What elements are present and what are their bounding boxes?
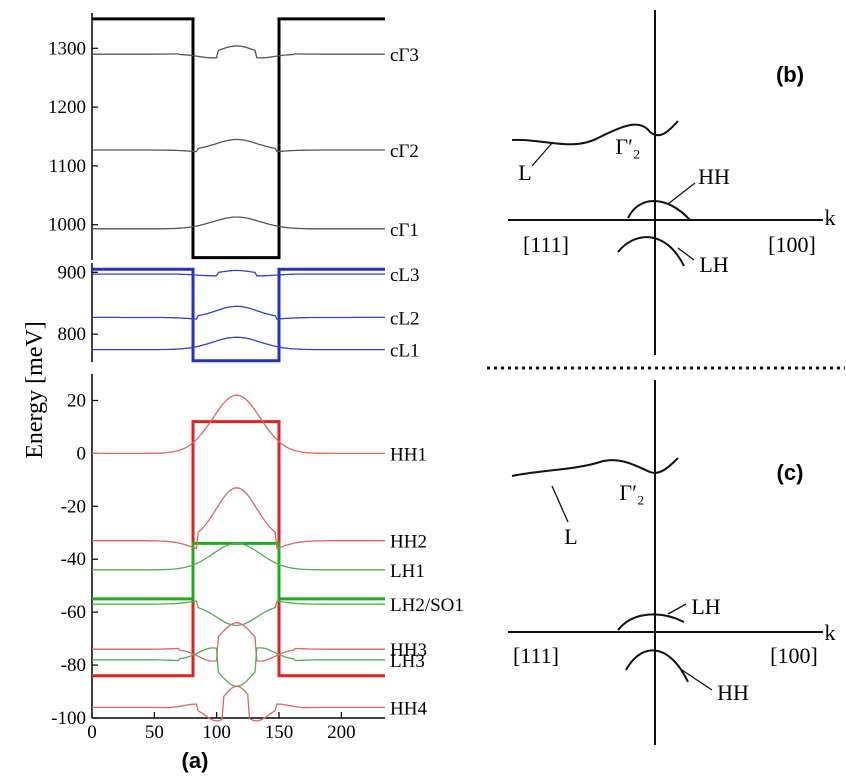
subband-label: LH2/SO1: [390, 595, 464, 616]
k-axis-label-b: k: [825, 205, 836, 230]
y-tick-label: 0: [77, 443, 87, 464]
subband-lh2so1: [92, 600, 385, 627]
label-lh-b: LH: [699, 252, 728, 277]
hh-pointer: [681, 669, 713, 691]
potential-well-lines: [92, 17, 385, 678]
well-line-1: [92, 17, 385, 260]
subband-c1: [92, 216, 385, 230]
label-lh-c: LH: [691, 594, 720, 619]
panel-b-dispersion-diagram: [508, 10, 823, 355]
subband-label: LH1: [390, 561, 425, 582]
well-line-4: [92, 541, 385, 601]
y-axis-label: Energy [meV]: [22, 321, 48, 459]
y-tick-label: 1000: [48, 215, 86, 236]
subband-label: cΓ1: [390, 220, 419, 241]
direction-111-c: [111]: [513, 643, 559, 668]
well-line-3: [92, 420, 385, 678]
hh-pointer: [667, 182, 696, 205]
x-tick-label: 50: [145, 722, 164, 743]
x-tick-label: 0: [87, 722, 97, 743]
chart-tick-labels: 1000110012001300800900200-20-40-60-80-10…: [48, 38, 356, 743]
label-hh-c: HH: [717, 680, 749, 705]
subband-label: HH1: [390, 444, 427, 465]
subband-curves: [92, 45, 385, 722]
subband-label: HH3: [390, 640, 427, 661]
y-tick-label: 20: [67, 390, 86, 411]
subband-label: cΓ3: [390, 45, 419, 66]
subband-lh3: [92, 647, 385, 687]
lh-pointer: [677, 247, 695, 261]
panel-a-energy-chart: Energy [meV] 1000110012001300800900200-2…: [22, 13, 464, 773]
panel-label-a: (a): [182, 748, 209, 773]
y-tick-label: -60: [61, 602, 86, 623]
x-tick-label: 150: [265, 722, 294, 743]
x-tick-label: 100: [202, 722, 231, 743]
y-tick-label: 900: [58, 262, 87, 283]
well-line-2: [92, 267, 385, 363]
subband-hh2: [92, 487, 385, 550]
y-tick-label: 1300: [48, 38, 86, 59]
y-tick-label: -20: [61, 496, 86, 517]
y-tick-label: 800: [58, 324, 87, 345]
direction-111-b: [111]: [523, 232, 569, 257]
subband-cl3: [92, 269, 385, 277]
chart-axes: [91, 13, 385, 719]
label-gamma2-b: Γ′₂: [615, 134, 640, 159]
direction-100-c: [100]: [770, 643, 818, 668]
label-gamma2-c: Γ′₂: [619, 480, 644, 505]
subband-label: cL1: [390, 341, 420, 362]
y-tick-label: 1200: [48, 97, 86, 118]
subband-label: cL2: [390, 308, 420, 329]
l-band-curve: [511, 457, 679, 477]
subband-hh4: [92, 685, 385, 722]
panel-label-b: (b): [776, 62, 804, 87]
subband-cl1: [92, 336, 385, 351]
panel-c-dispersion-diagram: [508, 380, 823, 745]
direction-100-b: [100]: [768, 232, 816, 257]
lh-band-curve: [617, 236, 685, 267]
l-band-curve: [511, 120, 679, 146]
subband-label: HH2: [390, 532, 427, 553]
y-tick-label: -80: [61, 655, 86, 676]
label-l-c: L: [564, 524, 577, 549]
hh-band-curve: [627, 200, 691, 221]
y-tick-label: -40: [61, 549, 86, 570]
subband-cl2: [92, 305, 385, 320]
subband-c3: [92, 45, 385, 59]
panel-label-c: (c): [777, 460, 804, 485]
subband-c2: [92, 138, 385, 153]
x-tick-label: 200: [327, 722, 356, 743]
label-l-b: L: [518, 160, 531, 185]
subband-lh1: [92, 542, 385, 571]
subband-hh3: [92, 622, 385, 662]
lh-pointer: [667, 603, 687, 615]
label-hh-b: HH: [698, 164, 730, 189]
subband-label: LH3: [390, 651, 425, 672]
subband-label: cL3: [390, 265, 420, 286]
subband-label: cΓ2: [390, 141, 419, 162]
hh-band-curve: [625, 649, 689, 683]
l-pointer: [531, 141, 554, 167]
y-tick-label: 1100: [49, 156, 86, 177]
l-pointer: [551, 485, 569, 523]
k-axis-label-c: k: [825, 620, 836, 645]
y-tick-label: -100: [51, 708, 86, 729]
subband-labels: cΓ3 cΓ2 cΓ1 cL3 cL2 cL1 HH1 HH2 LH1 LH2/SO1 HH3LH3…: [390, 45, 464, 719]
lh-band-curve: [617, 613, 685, 631]
subband-label: HH4: [390, 698, 427, 719]
subband-hh1: [92, 394, 385, 455]
